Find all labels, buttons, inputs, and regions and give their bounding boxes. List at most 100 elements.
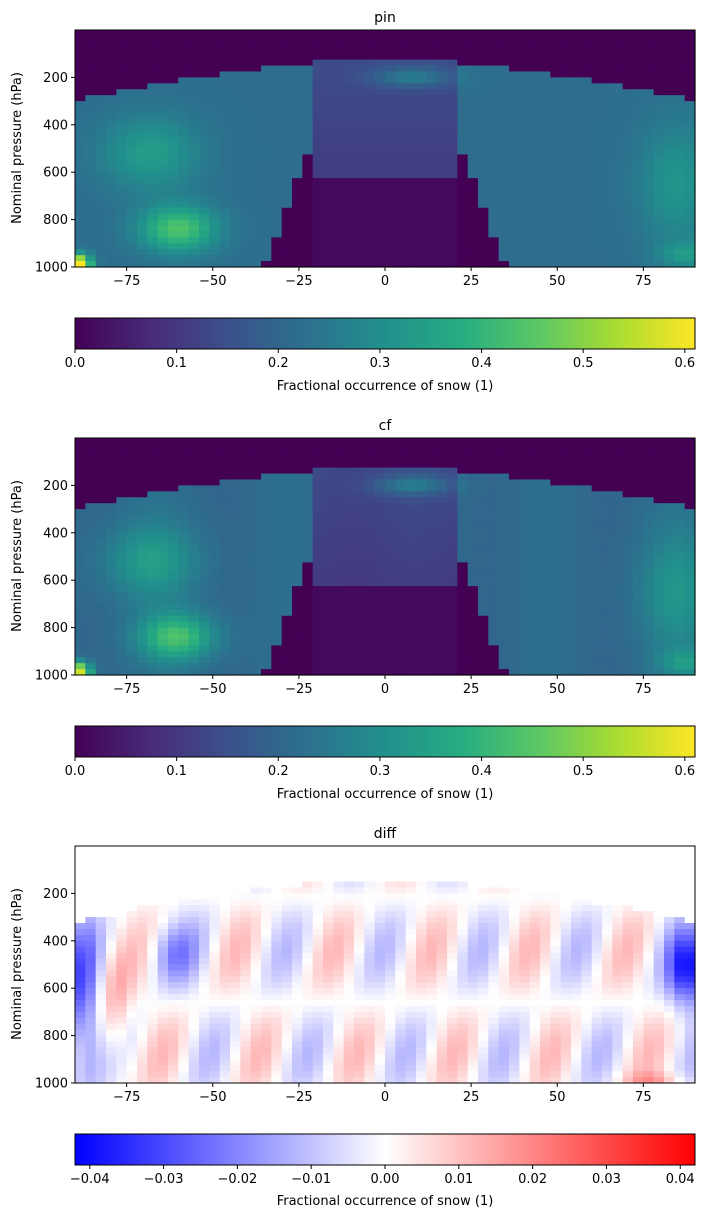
heatmap-cell [354,443,365,451]
heatmap-cell [467,526,479,534]
heatmap-cell [312,550,324,558]
heatmap-cell [457,509,469,516]
heatmap-cell [374,556,386,564]
heatmap-cell [385,237,396,244]
heatmap-cell [147,201,159,209]
heatmap-cell [261,503,272,510]
heatmap-cell [137,449,148,457]
heatmap-cell [467,550,479,558]
heatmap-cell [199,851,210,859]
heatmap-cell [106,178,117,185]
heatmap-cell [447,184,458,191]
heatmap-cell [684,201,696,209]
heatmap-cell [519,615,531,623]
heatmap-cell [478,160,489,167]
heatmap-cell [147,443,159,451]
heatmap-cell [240,479,252,486]
heatmap-cell [436,142,448,150]
heatmap-cell [509,461,520,469]
heatmap-cell [498,597,510,605]
heatmap-cell [364,47,376,55]
heatmap-cell [261,550,272,558]
heatmap-cell [85,621,97,629]
heatmap-cell [591,515,603,522]
heatmap-cell [540,509,551,516]
heatmap-cell [571,237,582,244]
heatmap-cell [85,473,97,481]
heatmap-cell [478,538,489,546]
heatmap-cell [519,509,531,516]
heatmap-cell [426,249,438,256]
heatmap-cell [674,166,686,173]
heatmap-cell [312,461,324,469]
heatmap-cell [385,556,396,564]
heatmap-cell [581,574,593,581]
heatmap-cell [612,195,624,203]
heatmap-cell [137,592,148,599]
heatmap-cell [281,77,293,84]
heatmap-cell [178,526,190,534]
heatmap-cell [219,562,231,569]
heatmap-cell [664,657,675,664]
heatmap-cell [343,178,355,185]
heatmap-cell [591,550,603,558]
heatmap-cell [333,101,345,108]
heatmap-cell [664,461,675,469]
heatmap-cell [333,231,345,238]
heatmap-cell [157,586,169,593]
heatmap-cell [281,148,293,156]
heatmap-cell [385,65,396,73]
heatmap-cell [157,449,169,457]
heatmap-cell [488,237,500,244]
heatmap-cell [385,219,396,227]
heatmap-cell [147,669,159,676]
heatmap-cell [250,65,262,73]
heatmap-cell [75,124,86,132]
heatmap-cell [519,95,531,102]
heatmap-cell [591,520,603,528]
heatmap-cell [385,645,396,652]
heatmap-cell [374,107,386,114]
heatmap-cell [302,178,314,185]
heatmap-cell [674,30,686,37]
heatmap-cell [147,550,159,558]
heatmap-cell [385,77,396,84]
heatmap-cell [137,237,148,244]
heatmap-cell [209,59,221,67]
heatmap-cell [405,609,417,617]
heatmap-cell [219,189,231,197]
heatmap-cell [529,261,541,268]
heatmap-cell [540,201,551,209]
heatmap-cell [95,509,107,516]
heatmap-cell [447,568,458,575]
heatmap-cell [385,41,396,49]
heatmap-cell [612,461,624,469]
heatmap-cell [219,184,231,191]
heatmap-cell [271,544,283,552]
heatmap-cell [664,124,675,132]
heatmap-cell [343,568,355,575]
heatmap-cell [653,89,665,96]
heatmap-cell [684,639,696,646]
heatmap-cell [457,148,469,156]
heatmap-cell [457,255,469,262]
heatmap-cell [219,160,231,167]
heatmap-cell [364,189,376,197]
heatmap-cell [147,166,159,173]
heatmap-cell [674,473,686,481]
heatmap-cell [250,172,262,179]
heatmap-cell [157,520,169,528]
heatmap-cell [633,207,644,215]
heatmap-cell [436,213,448,221]
heatmap-cell [602,503,613,510]
heatmap-cell [343,118,355,126]
heatmap-cell [209,41,221,49]
heatmap-cell [374,261,386,268]
heatmap-cell [250,219,262,227]
heatmap-cell [405,568,417,575]
heatmap-cell [126,112,138,120]
heatmap-cell [219,53,231,61]
heatmap-cell [447,485,458,492]
heatmap-cell [250,651,262,658]
heatmap-cell [550,237,562,244]
